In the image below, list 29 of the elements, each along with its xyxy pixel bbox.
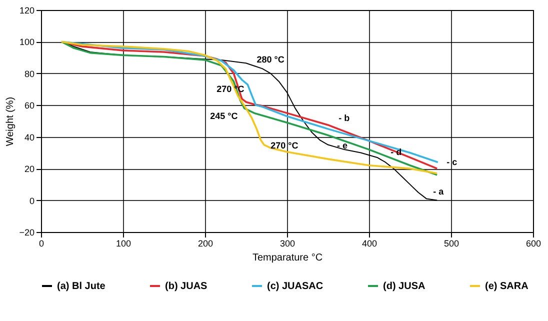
- y-tick-label: 0: [29, 196, 34, 206]
- y-tick-label: 20: [24, 164, 34, 174]
- legend-label: (c) JUASAC: [267, 281, 324, 292]
- legend-label: (d) JUSA: [383, 281, 426, 292]
- x-axis-title: Temparature °C: [252, 252, 323, 264]
- legend-label: (e) SARA: [485, 281, 528, 292]
- x-tick-label: 200: [198, 238, 214, 248]
- annotation: - a: [433, 186, 445, 197]
- y-tick-label: 40: [24, 132, 34, 142]
- legend-label: (b) JUAS: [165, 281, 208, 292]
- y-tick-label: 60: [24, 100, 34, 111]
- x-tick-label: 100: [116, 238, 132, 248]
- x-tick-label: 400: [362, 238, 378, 248]
- y-tick-label: 120: [19, 6, 34, 16]
- x-tick-label: 300: [280, 238, 296, 248]
- y-tick-label: −20: [19, 228, 34, 238]
- annotation: - c: [446, 157, 458, 168]
- legend-label: (a) Bl Jute: [57, 281, 106, 292]
- y-tick-label: 100: [19, 37, 34, 48]
- x-tick-label: 500: [444, 238, 460, 248]
- annotation: 280 °C: [256, 54, 285, 64]
- y-tick-label: 80: [24, 68, 34, 79]
- annotation: - b: [338, 113, 350, 124]
- annotation: - e: [336, 140, 348, 150]
- x-tick-label: 0: [38, 238, 44, 248]
- y-axis-title: Weight (%): [5, 96, 16, 146]
- annotation: 270 °C: [270, 140, 299, 151]
- x-tick-label: 600: [526, 238, 542, 248]
- annotation: 245 °C: [210, 110, 238, 121]
